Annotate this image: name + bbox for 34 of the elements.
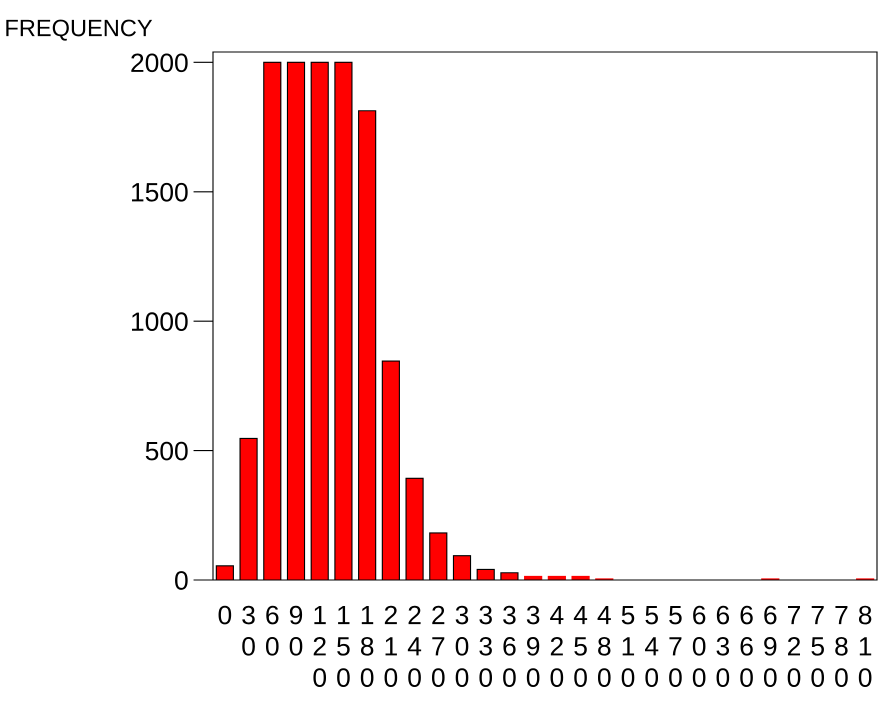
x-tick-label: 630 bbox=[716, 606, 730, 687]
x-tick-label: 480 bbox=[598, 606, 611, 687]
x-tick-label: 360 bbox=[503, 606, 516, 687]
x-tick-label: 90 bbox=[290, 606, 302, 656]
x-tick-label: 570 bbox=[669, 606, 682, 687]
x-tick-label: 120 bbox=[313, 606, 326, 687]
x-tick-label: 510 bbox=[622, 606, 634, 687]
x-tick-label: 780 bbox=[835, 606, 848, 687]
x-tick-label: 240 bbox=[408, 606, 422, 687]
x-tick-label: 300 bbox=[456, 606, 468, 687]
x-tick-label: 450 bbox=[574, 606, 588, 687]
y-tick-label: 2000 bbox=[131, 53, 188, 72]
x-tick-label: 180 bbox=[360, 606, 374, 687]
y-tick-label: 1000 bbox=[132, 312, 188, 331]
x-tick-label: 420 bbox=[550, 606, 564, 687]
x-tick-label: 210 bbox=[384, 606, 398, 687]
y-tick-label: 1500 bbox=[132, 182, 188, 202]
x-tick-label: 150 bbox=[337, 606, 350, 687]
x-tick-label: 390 bbox=[526, 606, 540, 687]
x-tick-label: 330 bbox=[479, 606, 492, 687]
x-tick-label: 30 bbox=[242, 606, 255, 656]
x-tick-label: 0 bbox=[218, 606, 232, 624]
y-tick-label: 500 bbox=[146, 442, 188, 460]
x-tick-label: 660 bbox=[740, 606, 753, 687]
x-tick-label: 270 bbox=[432, 606, 445, 687]
x-tick-label: 600 bbox=[692, 606, 706, 687]
x-tick-label: 810 bbox=[858, 606, 872, 687]
x-tick-label: 60 bbox=[266, 606, 279, 656]
y-axis-title: FREQUENCY bbox=[6, 20, 152, 41]
x-tick-label: 750 bbox=[811, 606, 824, 687]
y-tick-label: 0 bbox=[175, 571, 188, 590]
x-tick-label: 690 bbox=[764, 606, 777, 687]
x-tick-label: 720 bbox=[788, 606, 800, 687]
x-tick-label: 540 bbox=[644, 606, 658, 687]
